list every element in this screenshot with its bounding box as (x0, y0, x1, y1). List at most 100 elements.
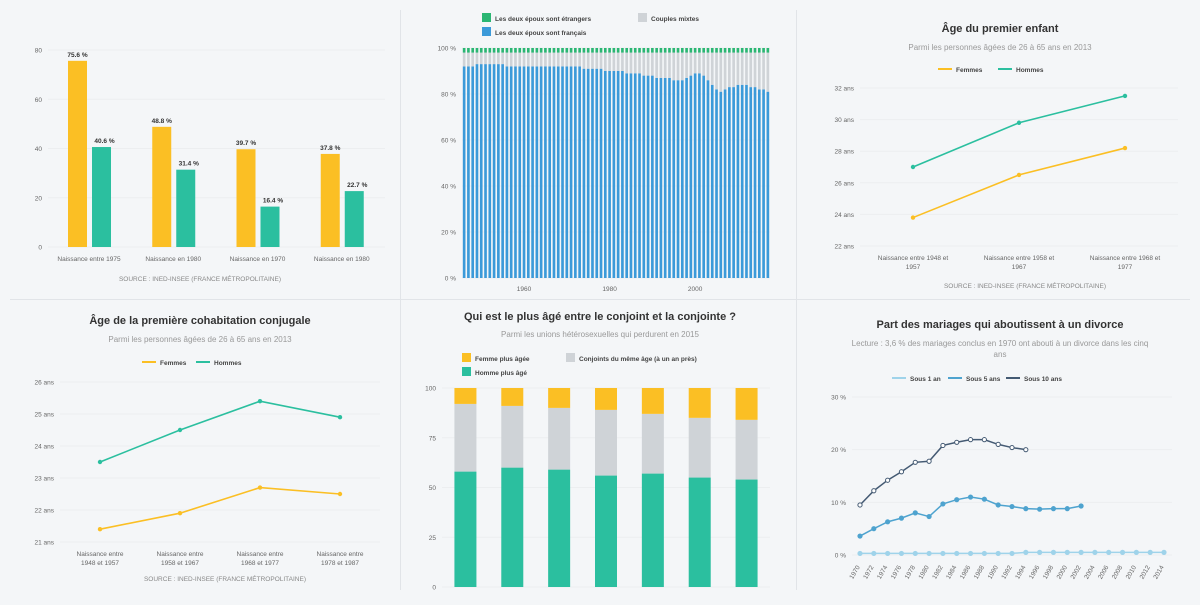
chart-title: Âge de la première cohabitation conjugal… (89, 314, 310, 327)
bar-francais (633, 73, 637, 278)
bar-etrangers (497, 48, 500, 53)
bar-segment (688, 477, 711, 587)
x-tick-label: 2004 (1083, 564, 1096, 580)
bar (236, 149, 256, 247)
stacked-bar-chart-age: Qui est le plus âgé entre le conjoint et… (425, 311, 770, 592)
bar-mixtes (616, 52, 620, 71)
y-tick-label: 0 (38, 245, 42, 252)
x-tick-label: 1982 (931, 564, 944, 580)
bar-mixtes (565, 52, 569, 67)
y-tick-label: 23 ans (34, 476, 54, 483)
bar-mixtes (753, 52, 757, 88)
data-label: 22.7 % (347, 182, 367, 189)
bar-etrangers (475, 48, 479, 53)
legend-item-femme: Femme plus âgée (475, 356, 530, 363)
bar-mixtes (501, 52, 504, 65)
legend-swatch-meme-age (566, 353, 575, 362)
x-tick-label: Naissance entre (317, 551, 364, 558)
data-point (1078, 503, 1084, 509)
bar-mixtes (531, 52, 534, 67)
bar-segment (501, 405, 524, 468)
y-tick-label: 32 ans (834, 86, 854, 93)
data-point (1064, 506, 1070, 512)
data-point (1106, 549, 1112, 555)
data-point (926, 550, 932, 557)
data-point (967, 550, 974, 557)
bar-segment (641, 473, 664, 587)
bar-francais (578, 66, 581, 279)
bar-etrangers (693, 48, 697, 53)
bar-francais (736, 84, 740, 278)
series-line (99, 486, 341, 530)
divider (400, 10, 401, 590)
bar-mixtes (488, 52, 492, 65)
y-tick-label: 24 ans (34, 444, 54, 451)
x-tick-label: 1974 (876, 564, 889, 580)
y-tick-label: 80 (35, 48, 43, 55)
data-label: 39.7 % (236, 140, 256, 147)
data-point (97, 527, 103, 532)
bar-mixtes (578, 52, 581, 67)
data-point (257, 485, 263, 490)
bar-mixtes (569, 52, 573, 67)
bar-etrangers (676, 48, 680, 53)
bar-mixtes (548, 52, 552, 67)
chart-source: SOURCE : INED-INSEE (FRANCE MÉTROPOLITAI… (119, 274, 281, 283)
bar-mixtes (556, 52, 560, 67)
bar-mixtes (732, 52, 735, 88)
bar-francais (745, 84, 748, 278)
legend-swatch-mixtes (638, 13, 647, 22)
bar-mixtes (599, 52, 603, 69)
bar-etrangers (633, 48, 637, 53)
bar-etrangers (745, 48, 748, 53)
data-point (1016, 120, 1022, 125)
bar-francais (514, 66, 517, 279)
bar-francais (706, 80, 710, 278)
bar-francais (599, 68, 603, 278)
bar-mixtes (757, 52, 761, 90)
data-point (257, 399, 263, 404)
bar-mixtes (582, 52, 586, 69)
x-tick-label: 1980 (918, 564, 931, 580)
bar-segment (735, 479, 758, 587)
data-point (337, 415, 343, 420)
bar-etrangers (501, 48, 504, 53)
bar-francais (651, 75, 654, 278)
x-tick-label: 1976 (890, 564, 903, 580)
bar-francais (702, 75, 706, 278)
bar-mixtes (539, 52, 543, 67)
bar-etrangers (685, 48, 688, 53)
bar-francais (676, 80, 680, 278)
bar-mixtes (762, 52, 765, 90)
bar-etrangers (740, 48, 744, 53)
y-tick-label: 28 ans (834, 149, 854, 156)
data-label: 75.6 % (67, 52, 87, 59)
data-point (910, 215, 916, 220)
x-tick-label: 1948 et 1957 (81, 560, 119, 567)
bar-francais (518, 66, 522, 279)
chart-subtitle-line-2: ans (994, 350, 1007, 359)
y-tick-label: 100 % (438, 46, 457, 53)
data-point (954, 439, 960, 445)
bar-francais (638, 73, 641, 278)
bar-mixtes (655, 52, 658, 78)
data-point (857, 550, 863, 557)
panel-stacked-bar-chart-couples: Les deux époux sont étrangers Couples mi… (400, 0, 800, 300)
legend-item-femmes: Femmes (160, 360, 187, 367)
bar-mixtes (715, 52, 718, 90)
x-tick-label: 2000 (688, 286, 703, 293)
x-tick-label: 2010 (1125, 564, 1138, 580)
data-point (967, 494, 974, 500)
data-point (1119, 549, 1126, 555)
bar-etrangers (715, 48, 718, 53)
bar-francais (475, 64, 479, 278)
bar-etrangers (531, 48, 534, 53)
x-tick-label: 1960 (517, 286, 532, 293)
bar-etrangers (702, 48, 706, 53)
panel-line-chart-divorce: Part des mariages qui aboutissent à un d… (800, 300, 1200, 600)
bar-francais (608, 71, 611, 278)
bar-francais (757, 89, 761, 279)
x-tick-label: Naissance entre (157, 551, 204, 558)
stacked-bar-chart-couples: Les deux époux sont étrangers Couples mi… (438, 13, 770, 293)
bar-francais (740, 84, 744, 278)
